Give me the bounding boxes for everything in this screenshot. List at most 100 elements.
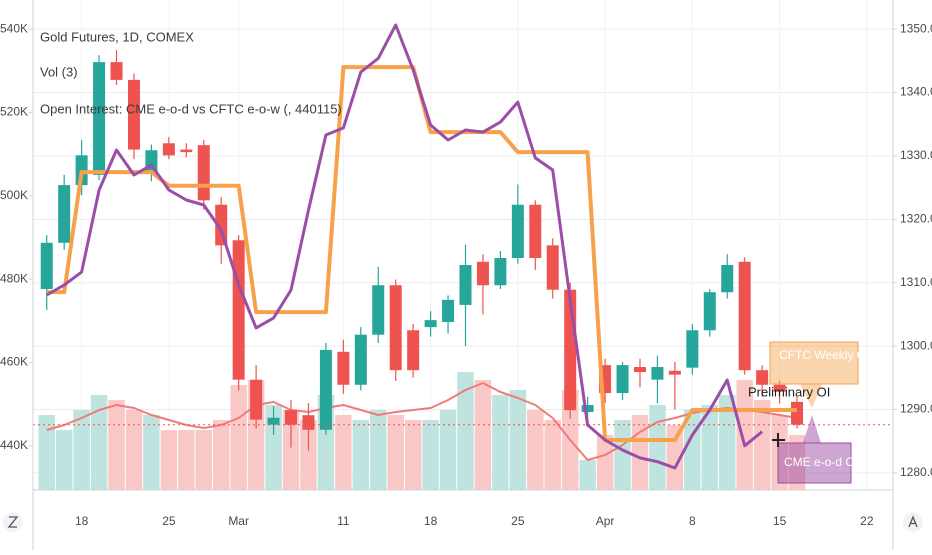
candle-body [302,415,315,430]
volume-bar [73,410,90,490]
candle-body [668,370,681,375]
volume-bar [90,395,108,490]
y2-tick-label: 1280.0 [900,465,932,479]
y2-tick-label: 1330.0 [900,148,932,162]
candle-body [686,330,699,368]
zoom-button[interactable] [3,512,23,532]
volume-bar [370,410,387,490]
y2-tick-label: 1320.0 [900,211,932,225]
volume-bar [387,415,404,490]
volume-bar [422,420,439,490]
candle-body [424,320,437,328]
candle-body [633,367,646,373]
volume-bar [125,410,143,490]
volume-bar [195,430,212,490]
volume-bar [509,390,527,490]
y2-tick-label: 1300.0 [900,338,932,352]
volume-bar [701,405,719,490]
volume-bar [736,380,753,490]
crosshair [772,433,785,447]
candle-body [459,264,472,305]
legend-label: CME e-o-d OI [784,455,858,469]
candle-body [389,285,402,371]
callout-box [769,341,859,385]
candle-body [703,292,716,331]
cme-callout: CME e-o-d OI [777,415,858,484]
candle-body [756,370,769,385]
candle-body [354,334,367,385]
candle-body [511,204,524,258]
y-tick-label: 460K [0,355,28,369]
chart-title: Gold Futures, 1D, COMEX [40,29,194,44]
y-tick-label: 480K [0,271,28,285]
volume-bar [631,415,649,490]
volume-bar [474,380,492,490]
volume-bar [143,415,160,490]
candle-body [197,145,210,201]
candle-body [232,240,245,380]
candle-body [791,401,804,425]
auto-button[interactable] [903,512,923,532]
button-bg[interactable] [903,512,923,532]
volume-bar [352,420,370,490]
callout-pointer [800,384,822,408]
x-tick-label: 22 [860,514,874,528]
candle-body [250,379,263,420]
candle-body [162,143,175,156]
y-tick-label: 540K [0,21,28,35]
y-tick-label: 440K [0,438,28,452]
x-tick-label: Mar [228,514,249,528]
volume-bar [439,410,457,490]
volume-bar [527,410,544,490]
volume-bar [753,400,771,490]
indicator-label: Vol (3) [40,64,78,79]
candle-body [58,185,71,243]
candle-body [337,351,350,385]
x-tick-label: 15 [773,514,787,528]
callout-pointer [803,415,821,443]
candle-body [93,62,106,175]
button-icon[interactable] [7,516,19,528]
volume-bar [579,460,596,490]
y-tick-label: 520K [0,105,28,119]
candle-body [372,285,385,335]
x-tick-label: 18 [75,514,89,528]
candle-body [442,299,455,323]
candle-body [285,410,298,425]
candle-body [738,261,751,371]
indicator-label: Open Interest: CME e-o-d vs CFTC e-o-w (… [40,101,342,116]
candle-body [546,245,559,290]
annotation: Preliminary OI [748,384,830,399]
x-tick-label: 25 [162,514,176,528]
candle-body [773,384,786,392]
volume-bar [265,405,282,490]
volume-bar [649,405,666,490]
candle-body [651,367,664,380]
volume-bar [160,430,178,490]
oi-line [45,23,764,470]
y-tick-label: 500K [0,188,28,202]
volume-bar [492,395,509,490]
volume-bar [108,400,125,490]
volume-bar [335,415,352,490]
cftc-callout: CFTC Weekly OI [769,341,869,408]
volume-bar [38,415,55,490]
volume-bar [614,420,631,490]
x-tick-label: 25 [511,514,525,528]
volume-bar [457,372,474,490]
volume-bar [55,430,73,490]
volume-bar [404,420,422,490]
candle-body [494,257,507,286]
volume-bar [544,420,561,490]
candle-body [180,149,193,153]
button-icon[interactable] [908,515,918,528]
x-tick-label: 18 [424,514,438,528]
y2-tick-label: 1310.0 [900,275,932,289]
candle-body [319,349,332,430]
candle-body [476,261,489,286]
x-tick-label: Apr [596,514,615,528]
legend-label: CFTC Weekly OI [779,348,869,362]
y2-tick-label: 1350.0 [900,21,932,35]
